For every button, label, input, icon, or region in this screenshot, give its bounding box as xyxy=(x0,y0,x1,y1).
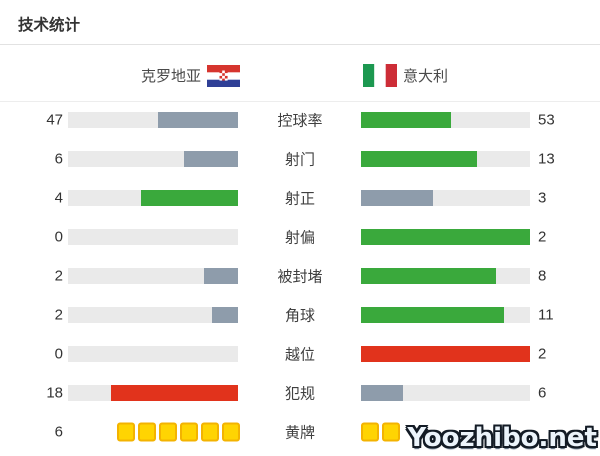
away-stat-bar-fill xyxy=(361,150,477,167)
stat-row: 2 角球 11 xyxy=(0,295,600,334)
away-stat-bar-fill xyxy=(361,384,404,401)
home-stat-value: 2 xyxy=(54,267,63,284)
away-stat-value: 6 xyxy=(538,384,547,401)
home-stat-bar xyxy=(68,189,238,206)
away-team-name: 意大利 xyxy=(403,68,449,85)
divider xyxy=(0,101,600,102)
croatia-flag-icon xyxy=(207,64,240,87)
away-stat-value: 11 xyxy=(538,306,554,323)
away-stat-bar-fill xyxy=(361,228,530,245)
home-yellow-cards xyxy=(117,422,240,441)
home-stat-bar-fill xyxy=(140,189,238,206)
away-stat-bar xyxy=(361,228,530,245)
home-stat-bar xyxy=(68,306,238,323)
home-stat-value: 6 xyxy=(54,150,63,167)
home-stat-bar-fill xyxy=(204,267,238,284)
stat-row: 0 越位 2 xyxy=(0,334,600,373)
yellow-card-icon xyxy=(180,422,198,441)
away-stat-bar xyxy=(361,384,530,401)
away-stat-bar xyxy=(361,345,530,362)
divider xyxy=(0,44,600,45)
away-stat-value: 13 xyxy=(538,150,555,167)
yellow-card-icon xyxy=(159,422,177,441)
home-stat-bar xyxy=(68,111,238,128)
away-stat-value: 53 xyxy=(538,111,555,128)
watermark-logo: Yoozhibo.net xyxy=(407,423,597,453)
home-stat-value: 0 xyxy=(54,228,63,245)
home-team-name: 克罗地亚 xyxy=(140,68,201,85)
away-stat-value: 8 xyxy=(538,267,547,284)
stat-label: 射门 xyxy=(284,151,315,168)
away-stat-bar xyxy=(361,267,530,284)
home-stat-value: 6 xyxy=(54,423,63,440)
home-stat-value: 0 xyxy=(54,345,63,362)
home-stat-bar-fill xyxy=(184,150,238,167)
away-stat-value: 2 xyxy=(538,345,547,362)
home-stat-bar xyxy=(68,228,238,245)
yellow-card-icon xyxy=(117,422,135,441)
yellow-card-icon xyxy=(138,422,156,441)
yellow-card-icon xyxy=(382,422,400,441)
away-stat-bar-fill xyxy=(361,306,504,323)
stat-label: 射偏 xyxy=(284,229,315,246)
home-stat-bar xyxy=(68,345,238,362)
home-stat-value: 2 xyxy=(54,306,63,323)
stat-label: 角球 xyxy=(284,307,315,324)
home-stat-bar-fill xyxy=(158,111,238,128)
italy-flag-icon xyxy=(363,64,397,87)
stat-row: 0 射偏 2 xyxy=(0,217,600,256)
away-stat-bar xyxy=(361,111,530,128)
away-yellow-cards xyxy=(361,422,400,441)
away-stat-bar-fill xyxy=(361,111,451,128)
stat-row: 4 射正 3 xyxy=(0,178,600,217)
away-stat-bar xyxy=(361,150,530,167)
yellow-cards-row: 6 黄牌 xyxy=(0,412,600,451)
stats-rows: 47 控球率 53 6 射门 13 4 射正 3 0 射偏 2 2 被封堵 8 … xyxy=(0,100,600,451)
away-stat-bar-fill xyxy=(361,189,434,206)
home-stat-bar-fill xyxy=(110,384,238,401)
stat-row: 18 犯规 6 xyxy=(0,373,600,412)
away-stat-bar xyxy=(361,189,530,206)
stat-label: 控球率 xyxy=(277,112,323,129)
stat-label: 黄牌 xyxy=(284,424,315,441)
away-stat-bar-fill xyxy=(361,267,497,284)
yellow-card-icon xyxy=(201,422,219,441)
stat-label: 越位 xyxy=(284,346,315,363)
away-stat-value: 2 xyxy=(538,228,547,245)
stat-row: 2 被封堵 8 xyxy=(0,256,600,295)
home-stat-value: 18 xyxy=(46,384,63,401)
home-team-header: 克罗地亚 xyxy=(141,64,240,87)
away-stat-bar-fill xyxy=(361,345,530,362)
stat-row: 6 射门 13 xyxy=(0,139,600,178)
home-stat-bar xyxy=(68,267,238,284)
stat-label: 犯规 xyxy=(284,385,315,402)
stat-row: 47 控球率 53 xyxy=(0,100,600,139)
home-stat-bar xyxy=(68,150,238,167)
away-team-header: 意大利 xyxy=(363,64,448,87)
home-stat-value: 47 xyxy=(46,111,63,128)
home-stat-bar xyxy=(68,384,238,401)
page-title: 技术统计 xyxy=(18,17,81,34)
stat-label: 射正 xyxy=(284,190,315,207)
yellow-card-icon xyxy=(361,422,379,441)
home-stat-bar-fill xyxy=(211,306,238,323)
away-stat-bar xyxy=(361,306,530,323)
away-stat-value: 3 xyxy=(538,189,547,206)
home-stat-value: 4 xyxy=(54,189,63,206)
yellow-card-icon xyxy=(222,422,240,441)
stat-label: 被封堵 xyxy=(277,268,323,285)
